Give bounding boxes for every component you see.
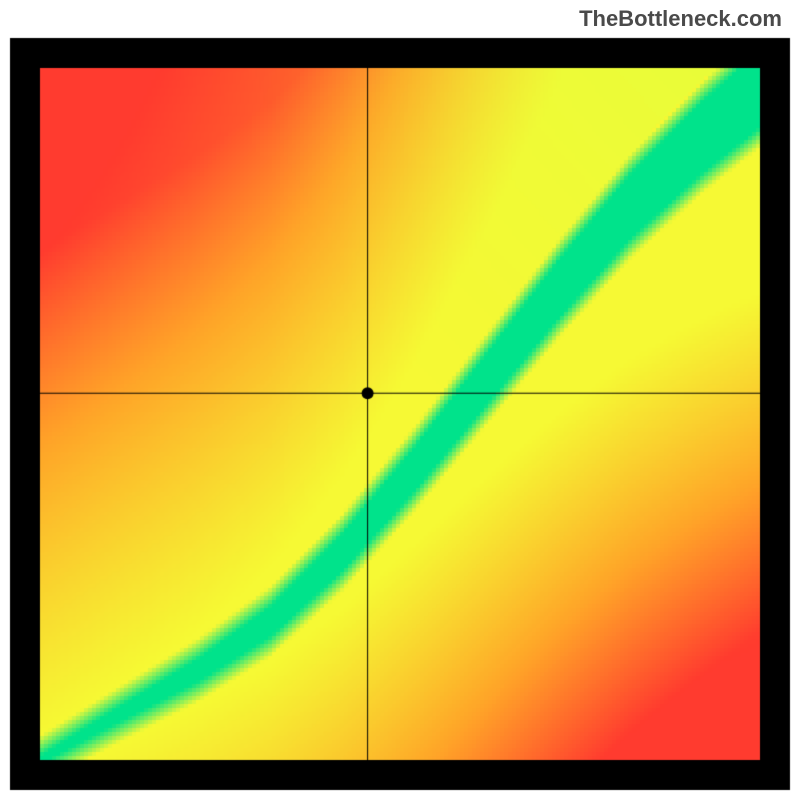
watermark-text: TheBottleneck.com <box>579 6 782 32</box>
bottleneck-heatmap <box>0 0 800 800</box>
chart-container: TheBottleneck.com <box>0 0 800 800</box>
